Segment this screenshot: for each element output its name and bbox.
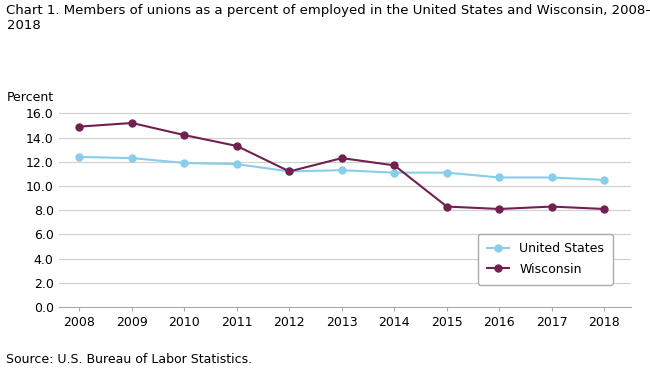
United States [128, 156, 136, 160]
Text: Source: U.S. Bureau of Labor Statistics.: Source: U.S. Bureau of Labor Statistics. [6, 353, 253, 366]
Wisconsin [285, 169, 293, 174]
United States [181, 161, 188, 165]
Wisconsin [601, 207, 608, 211]
Wisconsin [495, 207, 503, 211]
United States [75, 155, 83, 159]
Line: United States: United States [76, 154, 608, 184]
Wisconsin [75, 124, 83, 129]
Wisconsin [391, 163, 398, 168]
United States [495, 175, 503, 180]
Line: Wisconsin: Wisconsin [76, 120, 608, 212]
United States [391, 171, 398, 175]
Text: Percent: Percent [6, 91, 53, 104]
United States [285, 169, 293, 174]
United States [601, 178, 608, 182]
Legend: United States, Wisconsin: United States, Wisconsin [478, 233, 613, 285]
Text: Chart 1. Members of unions as a percent of employed in the United States and Wis: Chart 1. Members of unions as a percent … [6, 4, 650, 32]
United States [443, 171, 450, 175]
United States [233, 162, 240, 166]
United States [338, 168, 346, 172]
Wisconsin [548, 204, 556, 209]
Wisconsin [181, 133, 188, 137]
United States [548, 175, 556, 180]
Wisconsin [128, 121, 136, 125]
Wisconsin [233, 144, 240, 148]
Wisconsin [443, 204, 450, 209]
Wisconsin [338, 156, 346, 160]
